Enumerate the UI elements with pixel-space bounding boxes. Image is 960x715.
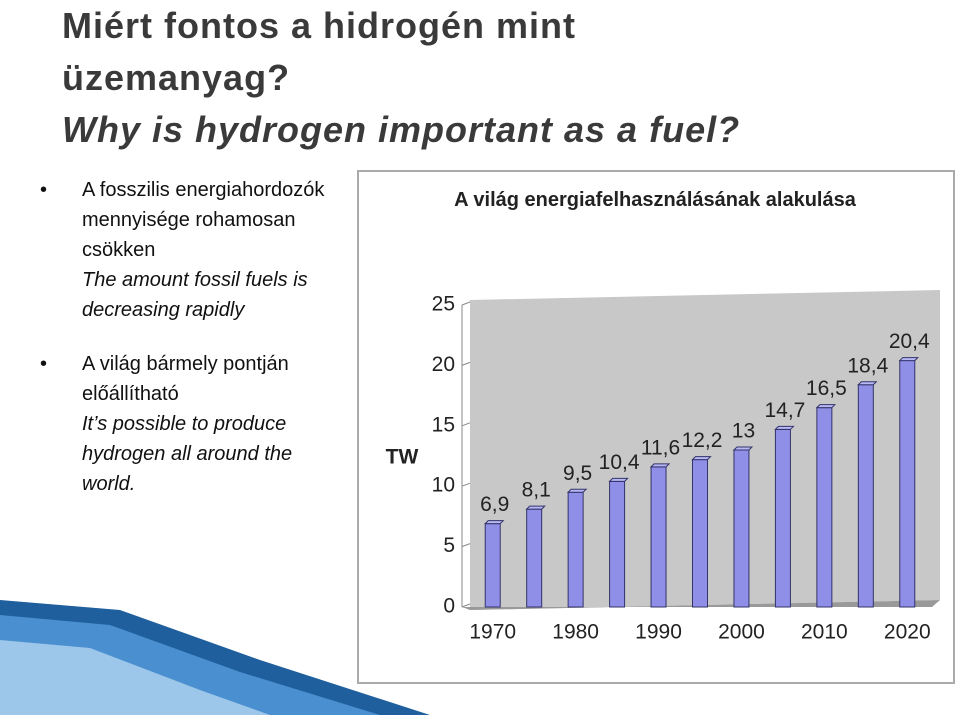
bar — [484, 523, 501, 608]
bar-top — [691, 456, 712, 461]
bar — [816, 407, 833, 608]
bar — [650, 466, 667, 608]
value-label: 16,5 — [806, 377, 847, 400]
bar-top — [484, 520, 505, 525]
bullet-translation: The amount fossil fuels is decreasing ra… — [82, 269, 308, 321]
bar-top — [649, 463, 671, 468]
y-tick-label: 5 — [443, 534, 455, 557]
bar-top — [898, 357, 919, 362]
bar — [609, 480, 626, 608]
wave — [0, 640, 270, 715]
grid-line — [461, 361, 471, 366]
bar-top — [774, 425, 795, 430]
y-tick-label: 25 — [432, 293, 455, 316]
slide-title: Miért fontos a hidrogén mint üzemanyag? … — [62, 0, 740, 156]
bar — [733, 449, 750, 608]
y-axis-label: TW — [386, 446, 419, 469]
y-tick-label: 20 — [432, 353, 455, 376]
x-tick-label: 2010 — [801, 621, 848, 644]
x-tick-label: 1970 — [469, 621, 516, 644]
x-tick-label: 1980 — [552, 621, 599, 644]
value-label: 8,1 — [522, 479, 551, 502]
bullet-text: A fosszilis energiahordozók mennyisége r… — [82, 179, 325, 261]
bar — [774, 428, 791, 608]
value-label: 10,4 — [599, 451, 640, 474]
value-label: 18,4 — [847, 354, 888, 377]
grid-line — [461, 543, 471, 548]
title-line: Miért fontos a hidrogén mint — [62, 5, 576, 46]
bullet-list: A fosszilis energiahordozók mennyisége r… — [40, 175, 340, 523]
bar-top — [566, 488, 588, 493]
grid-line — [461, 482, 471, 487]
bar-top — [815, 404, 837, 409]
y-tick-label: 10 — [432, 474, 455, 497]
bar — [526, 508, 543, 608]
chart-title: A világ energiafelhasználásának alakulás… — [454, 189, 856, 211]
x-tick-label: 2020 — [884, 621, 931, 644]
x-tick-label: 2000 — [718, 621, 765, 644]
y-tick-label: 0 — [443, 595, 455, 618]
bar-top — [732, 446, 754, 451]
grid-line — [461, 301, 471, 306]
bullet: A világ bármely pontján előállítható It’s… — [40, 349, 340, 499]
value-label: 14,7 — [764, 399, 805, 422]
value-label: 20,4 — [889, 330, 930, 353]
bar — [692, 459, 708, 608]
title-line: üzemanyag? — [62, 57, 291, 98]
bullet-translation: It’s possible to produce hydrogen all ar… — [82, 413, 293, 495]
value-label: 6,9 — [480, 493, 509, 516]
bar-top — [608, 477, 629, 482]
grid-line — [461, 422, 471, 427]
bar-top — [525, 505, 546, 510]
bar — [899, 360, 916, 608]
bullet: A fosszilis energiahordozók mennyisége r… — [40, 175, 340, 325]
value-label: 13 — [732, 420, 755, 443]
bullet-text: A világ bármely pontján előállítható — [82, 353, 289, 405]
floor — [462, 600, 940, 610]
grid-line — [461, 603, 471, 608]
x-tick-label: 1990 — [635, 621, 682, 644]
value-label: 11,6 — [641, 436, 680, 459]
y-tick-label: 15 — [432, 413, 455, 436]
bar — [567, 491, 584, 608]
value-label: 12,2 — [682, 429, 723, 452]
title-line: Why is hydrogen important as a fuel? — [62, 109, 741, 150]
value-label: 9,5 — [563, 462, 592, 485]
bar — [857, 384, 874, 608]
bar-top — [857, 381, 878, 386]
